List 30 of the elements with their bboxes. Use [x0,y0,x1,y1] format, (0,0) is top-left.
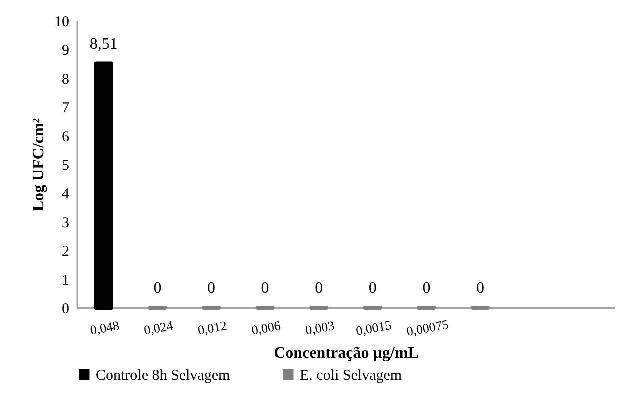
y-tick-label: 4 [62,186,70,203]
x-tick-label: 0,003 [304,318,336,338]
legend-label: E. coli Selvagem [300,368,402,384]
y-tick-label: 9 [62,43,70,60]
y-tick-label: 8 [62,72,70,88]
x-tick-label: 0,024 [142,318,175,338]
data-label: 0 [368,280,377,297]
y-tick-label: 7 [62,100,70,117]
y-tick-label: 5 [62,158,70,174]
data-label: 0 [315,280,324,297]
data-label: 0 [422,280,431,297]
data-label: 0 [261,280,270,297]
data-label: 0 [154,280,162,297]
y-axis-title: Log UFC/cm² [30,118,48,212]
x-tick-label: 0,006 [250,318,282,338]
data-label: 8,51 [90,36,118,53]
y-tick-label: 1 [62,272,70,289]
y-tick-label: 2 [62,244,70,260]
x-tick-label: 0,00075 [406,316,450,339]
x-tick-label: 0,0015 [354,317,393,338]
legend-label: Controle 8h Selvagem [96,368,230,384]
x-axis-title: Concentração µg/mL [274,344,419,362]
x-tick-label: 0,012 [196,318,228,338]
y-tick-label: 10 [54,14,70,30]
x-tick-label: 0,048 [89,318,121,338]
y-tick-label: 3 [62,215,70,232]
y-tick-label: 0 [62,302,70,318]
data-label: 0 [208,280,216,297]
y-tick-label: 6 [62,129,70,146]
data-label: 0 [476,280,484,297]
